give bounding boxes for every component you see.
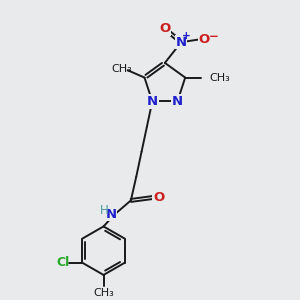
Text: CH₃: CH₃ [94, 288, 115, 298]
Text: CH₃: CH₃ [112, 64, 133, 74]
Text: +: + [182, 31, 191, 41]
Text: H: H [100, 204, 109, 217]
Text: CH₃: CH₃ [210, 73, 230, 82]
Text: O: O [153, 191, 164, 204]
Text: −: − [209, 30, 219, 43]
Text: Cl: Cl [56, 256, 70, 269]
Text: N: N [172, 95, 183, 108]
Text: O: O [199, 33, 210, 46]
Text: N: N [147, 95, 158, 108]
Text: N: N [105, 208, 116, 221]
Text: O: O [159, 22, 170, 35]
Text: N: N [176, 36, 187, 49]
